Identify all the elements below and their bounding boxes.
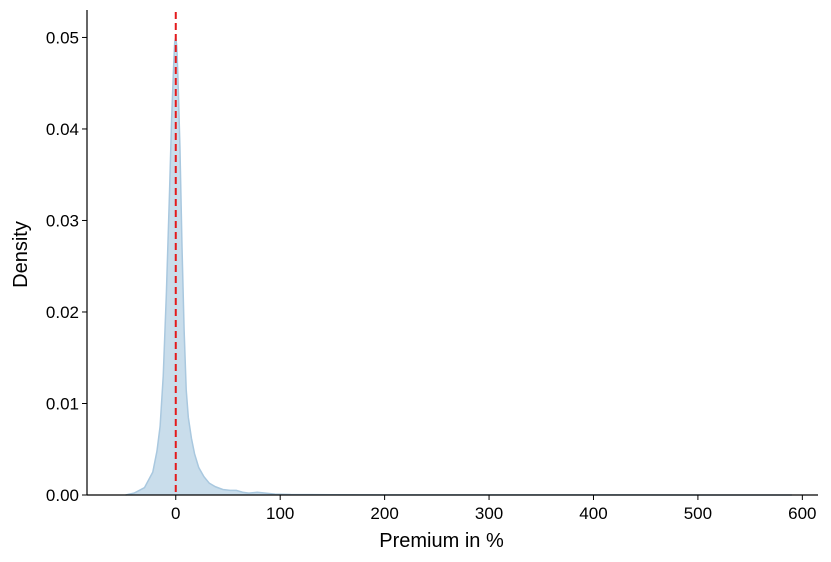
x-tick-label: 500 — [684, 504, 712, 523]
x-axis-ticks: 0 100 200 300 400 500 600 — [171, 495, 817, 523]
x-tick-label: 600 — [788, 504, 816, 523]
y-tick-label: 0.02 — [46, 303, 79, 322]
y-tick-label: 0.01 — [46, 394, 79, 413]
x-axis-title: Premium in % — [379, 530, 504, 552]
x-tick-label: 0 — [171, 504, 180, 523]
density-area — [125, 37, 792, 495]
y-tick-label: 0.00 — [46, 486, 79, 505]
x-tick-label: 300 — [475, 504, 503, 523]
y-tick-label: 0.03 — [46, 211, 79, 230]
y-axis-title: Density — [10, 221, 32, 288]
x-tick-label: 400 — [579, 504, 607, 523]
x-tick-label: 100 — [266, 504, 294, 523]
axes — [86, 10, 818, 496]
y-tick-label: 0.05 — [46, 28, 79, 47]
y-tick-label: 0.04 — [46, 120, 79, 139]
plot-area — [125, 12, 792, 496]
density-outline — [125, 37, 792, 496]
y-axis-ticks: 0.00 0.01 0.02 0.03 0.04 0.05 — [46, 28, 87, 505]
x-tick-label: 200 — [370, 504, 398, 523]
